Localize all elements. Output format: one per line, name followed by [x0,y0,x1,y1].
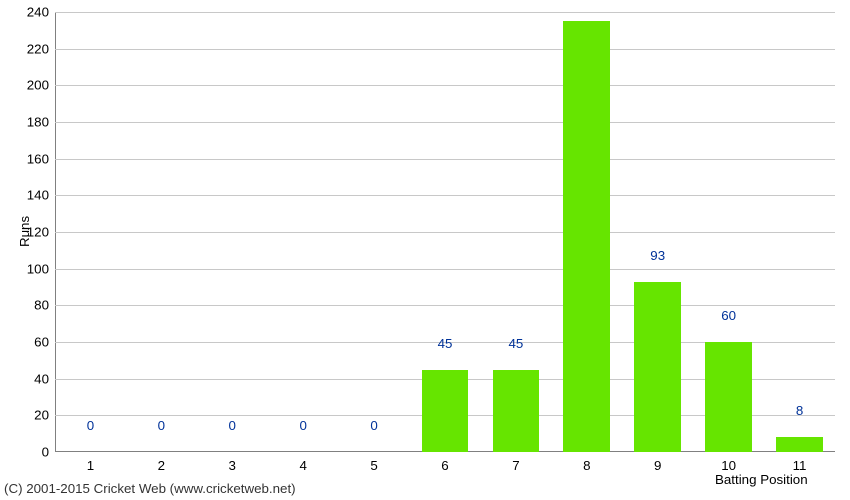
gridline [55,85,835,86]
y-tick-label: 20 [34,408,55,423]
y-tick-label: 0 [42,445,55,460]
bar-value-label: 93 [650,248,665,265]
gridline [55,232,835,233]
bar-value-label: 235 [576,0,598,4]
copyright-text: (C) 2001-2015 Cricket Web (www.cricketwe… [4,481,296,496]
x-axis-label: Batting Position [715,472,808,487]
x-tick-label: 2 [158,452,165,473]
gridline [55,12,835,13]
y-tick-label: 220 [27,41,55,56]
bar [705,342,752,452]
x-tick-label: 7 [512,452,519,473]
gridline [55,269,835,270]
bar-chart: 0204060801001201401601802002202400102030… [0,0,850,500]
x-tick-label: 10 [721,452,736,473]
y-axis-label: Runs [17,216,32,247]
y-tick-label: 40 [34,371,55,386]
y-tick-label: 60 [34,335,55,350]
gridline [55,195,835,196]
gridline [55,49,835,50]
gridline [55,122,835,123]
y-tick-label: 240 [27,5,55,20]
y-tick-label: 100 [27,261,55,276]
x-tick-label: 5 [370,452,377,473]
gridline [55,159,835,160]
bar-value-label: 45 [438,336,453,353]
bar [422,370,469,453]
x-tick-label: 4 [299,452,306,473]
bar [776,437,823,452]
y-tick-label: 160 [27,151,55,166]
x-tick-label: 1 [87,452,94,473]
bar [493,370,540,453]
x-tick-label: 11 [793,452,807,473]
x-tick-label: 3 [229,452,236,473]
bar-value-label: 0 [158,418,165,435]
y-tick-label: 180 [27,115,55,130]
y-tick-label: 200 [27,78,55,93]
bar-value-label: 0 [87,418,94,435]
y-tick-label: 140 [27,188,55,203]
bar-value-label: 45 [508,336,523,353]
x-tick-label: 6 [441,452,448,473]
bar-value-label: 0 [229,418,236,435]
bar-value-label: 0 [299,418,306,435]
bar-value-label: 60 [721,308,736,325]
bar-value-label: 8 [796,403,803,420]
gridline [55,305,835,306]
x-tick-label: 9 [654,452,661,473]
y-tick-label: 80 [34,298,55,313]
bar [634,282,681,453]
plot-area: 0204060801001201401601802002202400102030… [55,12,835,452]
bar-value-label: 0 [370,418,377,435]
x-tick-label: 8 [583,452,590,473]
bar [563,21,610,452]
